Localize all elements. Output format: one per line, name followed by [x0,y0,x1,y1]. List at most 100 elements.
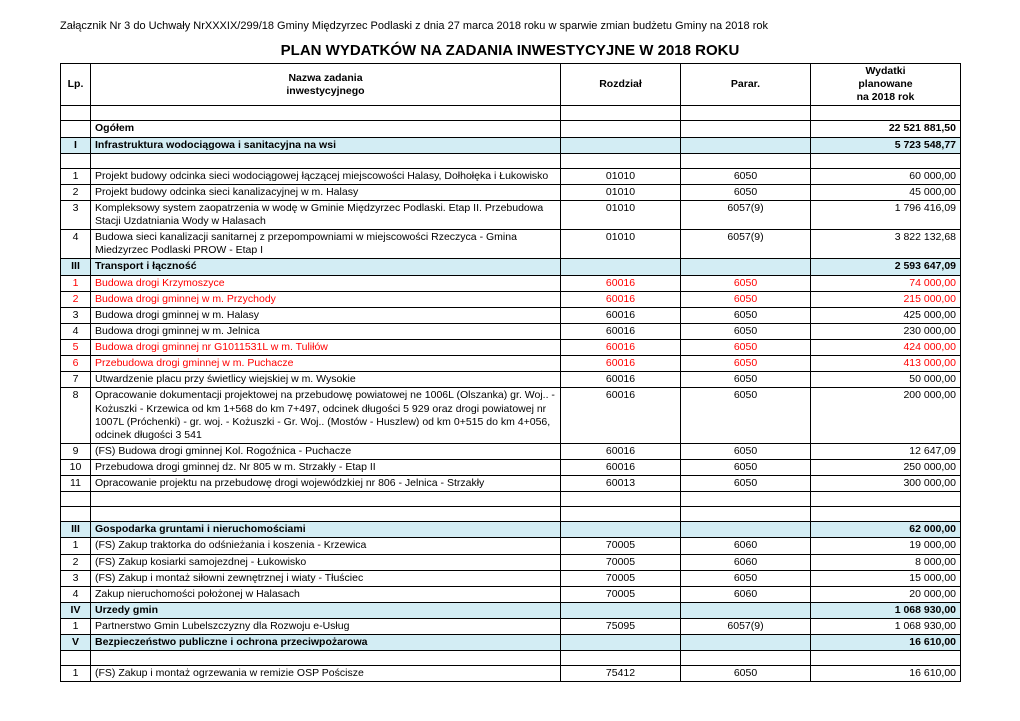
cell-name: (FS) Zakup i montaż siłowni zewnętrznej … [91,570,561,586]
cell-rozdzial: 70005 [561,554,681,570]
cell-parar [681,635,811,651]
cell-rozdzial: 60016 [561,443,681,459]
table-row: 4Budowa sieci kanalizacji sanitarnej z p… [61,230,961,259]
cell-name: Projekt budowy odcinka sieci wodociągowe… [91,168,561,184]
col-wydatki: Wydatki planowane na 2018 rok [811,64,961,106]
cell-rozdzial: 70005 [561,586,681,602]
cell-lp: 2 [61,554,91,570]
table-row: 2Projekt budowy odcinka sieci kanalizacy… [61,184,961,200]
cell-name: Kompleksowy system zaopatrzenia w wodę w… [91,200,561,229]
cell-name: Budowa sieci kanalizacji sanitarnej z pr… [91,230,561,259]
cell-wydatki: 19 000,00 [811,538,961,554]
table-row: 11Opracowanie projektu na przebudowę dro… [61,476,961,492]
empty-cell [811,651,961,666]
cell-name: Utwardzenie placu przy świetlicy wiejski… [91,372,561,388]
cell-lp: 2 [61,291,91,307]
cell-parar: 6060 [681,538,811,554]
cell-parar: 6050 [681,307,811,323]
cell-parar: 6050 [681,168,811,184]
cell-rozdzial: 60016 [561,460,681,476]
empty-cell [61,507,91,522]
cell-wydatki: 215 000,00 [811,291,961,307]
cell-wydatki: 60 000,00 [811,168,961,184]
cell-lp: 4 [61,230,91,259]
cell-lp: 5 [61,340,91,356]
cell-wydatki: 200 000,00 [811,388,961,444]
table-row: 3Budowa drogi gminnej w m. Halasy6001660… [61,307,961,323]
cell-rozdzial: 60016 [561,323,681,339]
cell-parar: 6050 [681,443,811,459]
cell-lp: IV [61,602,91,618]
cell-wydatki: 8 000,00 [811,554,961,570]
table-header-row: Lp. Nazwa zadania inwestycyjnego Rozdzia… [61,64,961,106]
budget-table: Lp. Nazwa zadania inwestycyjnego Rozdzia… [60,63,961,682]
cell-wydatki: 12 647,09 [811,443,961,459]
cell-rozdzial: 60016 [561,388,681,444]
cell-lp: 3 [61,570,91,586]
cell-wydatki: 1 068 930,00 [811,619,961,635]
empty-cell [811,507,961,522]
cell-wydatki: 3 822 132,68 [811,230,961,259]
empty-cell [61,651,91,666]
cell-rozdzial [561,635,681,651]
cell-wydatki: 1 796 416,09 [811,200,961,229]
col-wyd-line1: Wydatki [865,65,905,77]
cell-parar: 6050 [681,388,811,444]
empty-cell [561,651,681,666]
cell-wydatki: 16 610,00 [811,635,961,651]
table-row: 1Partnerstwo Gmin Lubelszczyzny dla Rozw… [61,619,961,635]
cell-parar: 6050 [681,372,811,388]
cell-rozdzial: 70005 [561,538,681,554]
cell-wydatki: 2 593 647,09 [811,259,961,275]
table-row: 4Budowa drogi gminnej w m. Jelnica600166… [61,323,961,339]
cell-rozdzial: 01010 [561,168,681,184]
cell-rozdzial: 01010 [561,200,681,229]
empty-cell [681,651,811,666]
col-name: Nazwa zadania inwestycyjnego [91,64,561,106]
cell-parar [681,137,811,153]
cell-rozdzial: 60016 [561,372,681,388]
cell-name: (FS) Budowa drogi gminnej Kol. Rogoźnica… [91,443,561,459]
cell-parar: 6050 [681,291,811,307]
cell-wydatki: 413 000,00 [811,356,961,372]
table-row: IIITransport i łączność2 593 647,09 [61,259,961,275]
cell-parar: 6060 [681,586,811,602]
table-row: 10Przebudowa drogi gminnej dz. Nr 805 w … [61,460,961,476]
cell-rozdzial: 60016 [561,307,681,323]
empty-cell [91,492,561,507]
empty-cell [61,492,91,507]
cell-lp: 3 [61,307,91,323]
empty-cell [681,492,811,507]
cell-wydatki: 20 000,00 [811,586,961,602]
cell-wydatki: 425 000,00 [811,307,961,323]
empty-cell [91,153,561,168]
table-row: 3Kompleksowy system zaopatrzenia w wodę … [61,200,961,229]
cell-rozdzial [561,602,681,618]
cell-rozdzial: 60016 [561,291,681,307]
table-row: 5Budowa drogi gminnej nr G1011531L w m. … [61,340,961,356]
empty-cell [561,106,681,121]
cell-lp [61,121,91,137]
cell-rozdzial: 75095 [561,619,681,635]
cell-wydatki: 62 000,00 [811,522,961,538]
cell-wydatki: 5 723 548,77 [811,137,961,153]
table-row: IIIGospodarka gruntami i nieruchomościam… [61,522,961,538]
cell-lp: 9 [61,443,91,459]
cell-name: Bezpieczeństwo publiczne i ochrona przec… [91,635,561,651]
table-row [61,651,961,666]
cell-lp: 3 [61,200,91,229]
empty-cell [91,106,561,121]
cell-name: (FS) Zakup kosiarki samojezdnej - Łukowi… [91,554,561,570]
cell-lp: 4 [61,323,91,339]
cell-rozdzial: 60016 [561,275,681,291]
cell-lp: 1 [61,619,91,635]
col-name-line1: Nazwa zadania [288,72,362,84]
cell-wydatki: 424 000,00 [811,340,961,356]
cell-name: Opracowanie dokumentacji projektowej na … [91,388,561,444]
table-row [61,507,961,522]
table-row: 1Projekt budowy odcinka sieci wodociągow… [61,168,961,184]
cell-parar: 6050 [681,340,811,356]
col-wyd-line2: planowane [858,78,912,90]
table-row: 9(FS) Budowa drogi gminnej Kol. Rogoźnic… [61,443,961,459]
empty-cell [561,153,681,168]
